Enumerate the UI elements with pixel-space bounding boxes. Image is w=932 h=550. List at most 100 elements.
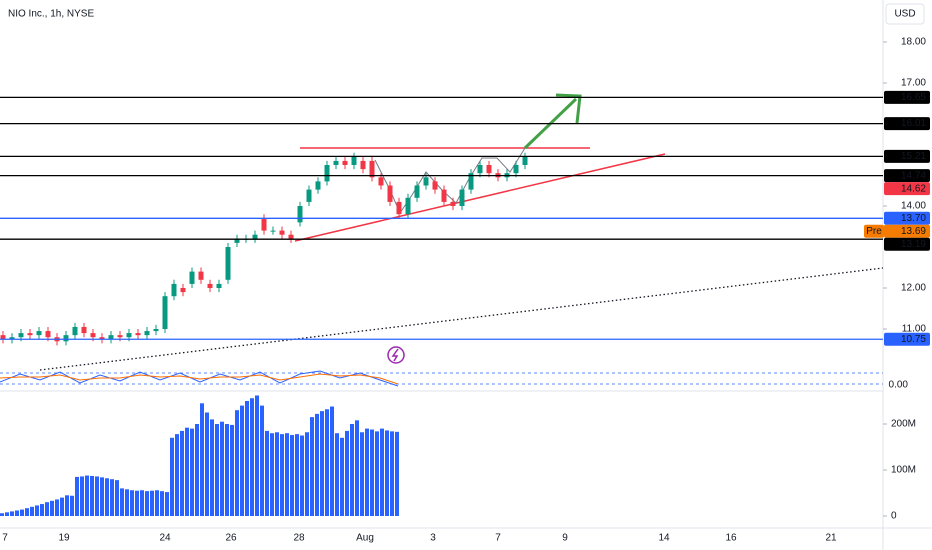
volume-bar (380, 428, 384, 516)
volume-bar (265, 430, 269, 516)
candle-body (153, 329, 159, 332)
volume-bar (65, 495, 69, 516)
volume-bar (190, 428, 194, 516)
candle-body (135, 333, 141, 336)
currency-button[interactable] (885, 3, 925, 25)
candle-body (18, 333, 24, 338)
candle-body (90, 333, 96, 338)
volume-bar (355, 420, 359, 516)
volume-bar (85, 475, 89, 516)
volume-bar (120, 488, 124, 516)
candle-body (306, 189, 312, 202)
volume-bar (205, 412, 209, 516)
volume-bar (295, 434, 299, 516)
volume-bar (145, 491, 149, 516)
time-tick-label: 16 (725, 533, 737, 544)
candle-body (513, 165, 519, 174)
level-label: 10.75 (901, 334, 926, 345)
level-label: 13.69 (901, 226, 926, 237)
candle-body (297, 206, 303, 223)
time-tick-label: 21 (825, 533, 837, 544)
volume-bar (220, 421, 224, 516)
candle-body (315, 181, 321, 190)
oscillator-tick-label: 0.00 (889, 380, 909, 391)
price-tick-label: 11.00 (902, 324, 927, 335)
volume-bar (40, 504, 44, 516)
volume-bar (385, 430, 389, 516)
level-label-bg (884, 237, 930, 251)
volume-bar (185, 427, 189, 516)
level-label: 13.19 (901, 239, 926, 250)
volume-bar (345, 430, 349, 516)
volume-bar (285, 433, 289, 516)
candle-body (126, 333, 132, 338)
level-label-bg (884, 332, 930, 346)
candle-body (441, 189, 447, 202)
price-tick-label: 12.00 (901, 283, 926, 294)
time-tick-label: 9 (562, 533, 568, 544)
volume-bar (375, 431, 379, 516)
volume-bar (45, 502, 49, 516)
earnings-marker[interactable] (387, 346, 405, 364)
candle-body (342, 160, 348, 165)
volume-bar (135, 490, 139, 516)
candle-body (396, 201, 402, 215)
volume-bar (165, 492, 169, 516)
candle-body (369, 160, 375, 178)
volume-bar (255, 395, 259, 516)
candle-body (468, 173, 474, 190)
time-tick-label: 7 (495, 533, 501, 544)
volume-bar (115, 480, 119, 516)
volume-bar (250, 398, 254, 516)
candle-body (459, 189, 465, 206)
volume-bar (0, 513, 4, 516)
currency[interactable]: USD (894, 9, 915, 20)
candle-body (216, 283, 222, 288)
candle-body (180, 288, 186, 293)
candle-body (423, 177, 429, 186)
volume-bar (350, 424, 354, 516)
volume-bar (370, 429, 374, 516)
level-label: 13.70 (901, 213, 926, 224)
candle-body (351, 156, 357, 165)
candle-body (387, 185, 393, 202)
volume-bar (315, 413, 319, 516)
candle-body (360, 160, 366, 170)
volume-bar (140, 490, 144, 516)
time-tick-label: 14 (658, 533, 670, 544)
time-tick-label: 26 (225, 533, 237, 544)
volume-bar (225, 424, 229, 516)
level-label: 16.65 (901, 92, 926, 103)
candle-body (63, 335, 69, 342)
volume-bar (25, 508, 29, 516)
volume-bar (270, 433, 274, 516)
candle-body (414, 185, 420, 198)
level-label-bg (884, 224, 930, 238)
volume-bar (20, 509, 24, 516)
volume-bar (50, 500, 54, 516)
time-tick-label: 19 (58, 533, 70, 544)
volume-bar (365, 428, 369, 516)
candle-body (72, 326, 78, 336)
candle-body (45, 331, 51, 338)
candle-body (144, 331, 150, 336)
candle-body (477, 165, 483, 174)
volume-bar (325, 409, 329, 516)
price-tick-label: 17.00 (901, 78, 926, 89)
volume-bar (100, 477, 104, 516)
volume-bar (70, 495, 74, 516)
volume-bar (80, 476, 84, 516)
target-arrowhead (555, 93, 582, 124)
candle-body (333, 160, 339, 165)
candle-body (198, 271, 204, 280)
volume-tick-label: 100M (891, 465, 916, 476)
volume-bar (215, 424, 219, 516)
volume-bar (10, 511, 14, 516)
dotted-trendline (39, 267, 884, 371)
candle-body (324, 165, 330, 182)
badge: Pre (866, 226, 882, 237)
volume-bar (60, 497, 64, 516)
level-label-bg (884, 169, 930, 183)
volume-bar (335, 433, 339, 516)
